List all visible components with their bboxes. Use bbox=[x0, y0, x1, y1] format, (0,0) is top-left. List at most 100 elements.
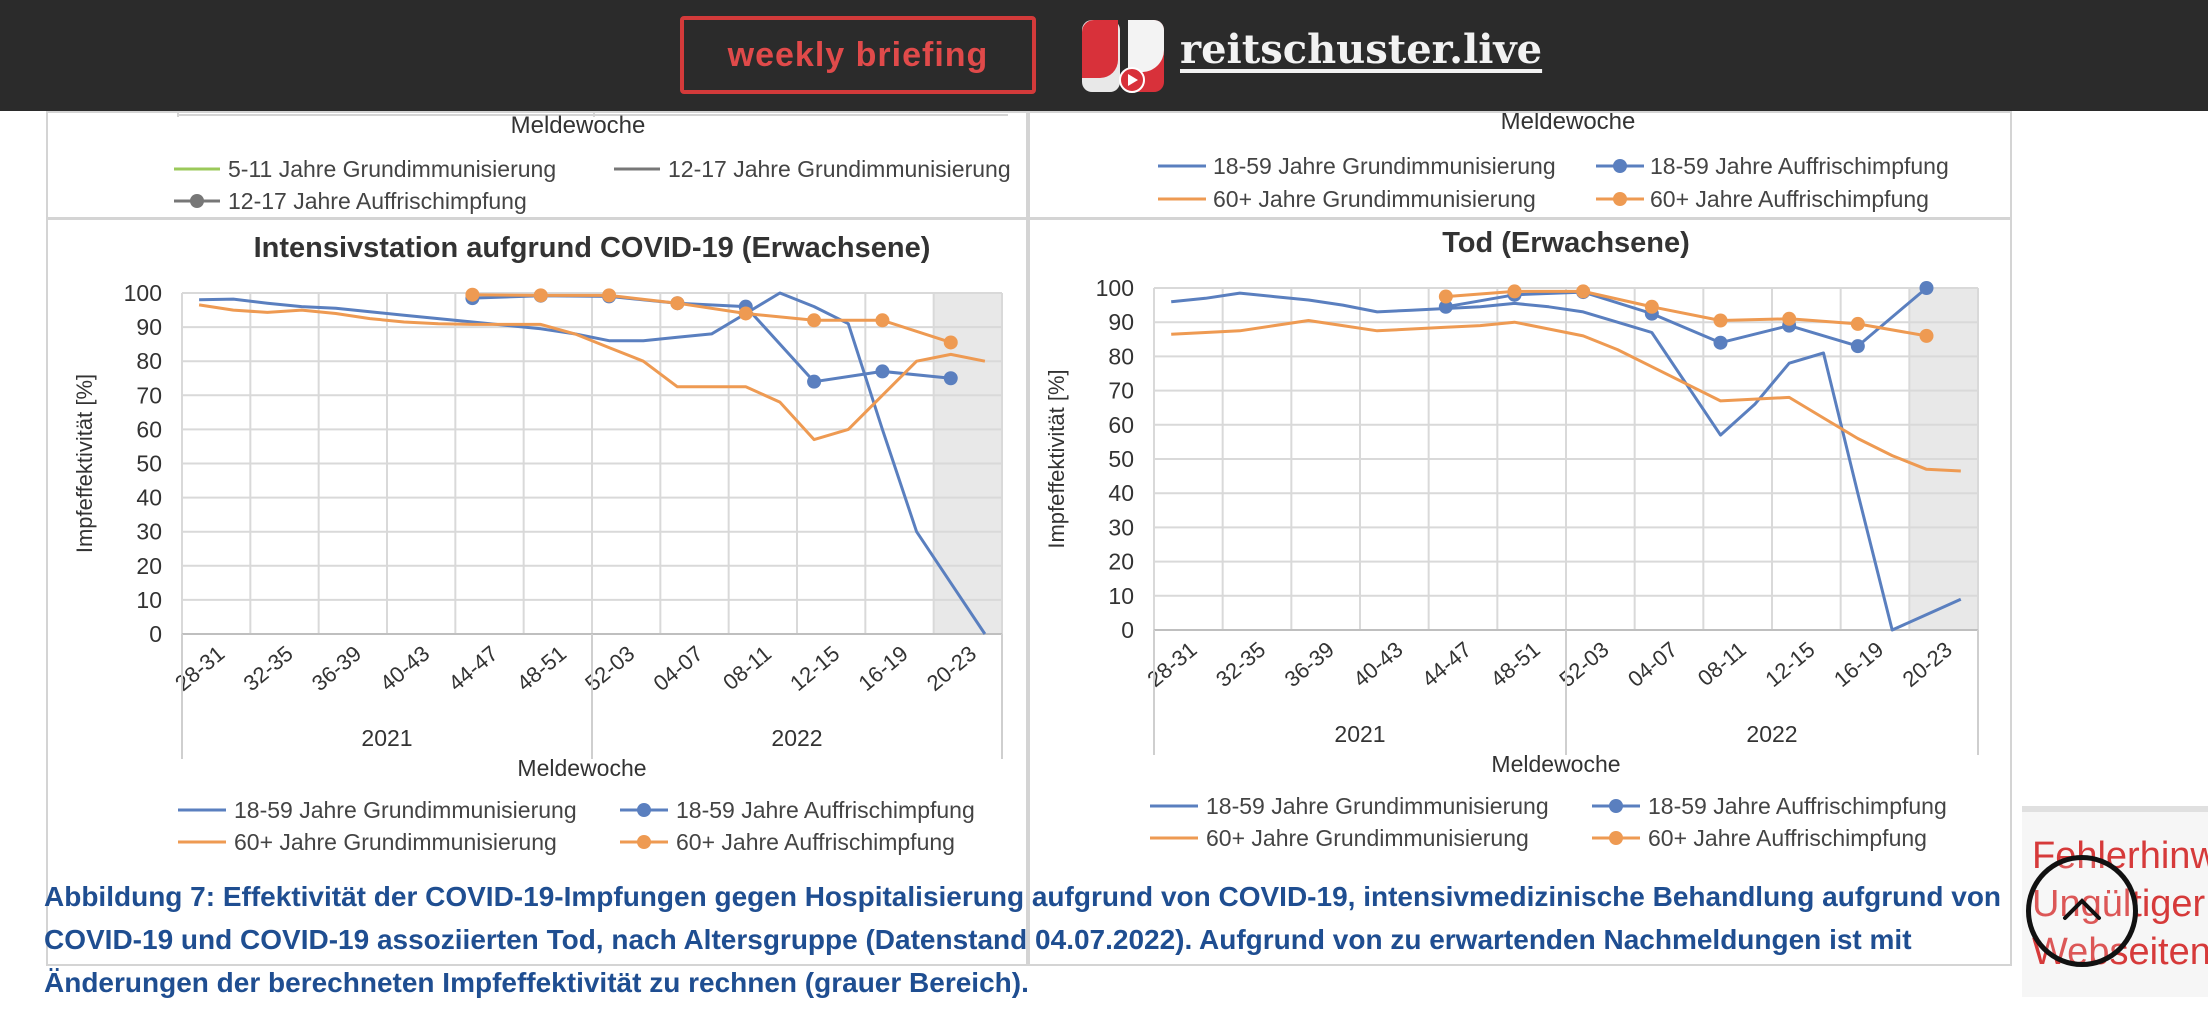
data-point bbox=[1919, 328, 1934, 343]
top-bar: weekly briefing reitschuster.live bbox=[0, 0, 2208, 111]
legend-label: 60+ Jahre Grundimmunisierung bbox=[1206, 825, 1529, 851]
x-tick-label: 16-19 bbox=[854, 641, 913, 696]
legend-label: 60+ Jahre Auffrischimpfung bbox=[1648, 825, 1927, 851]
y-tick-label: 10 bbox=[136, 587, 162, 613]
series-line-1 bbox=[199, 291, 987, 635]
y-tick-label: 50 bbox=[1108, 446, 1134, 472]
legend-marker bbox=[1609, 831, 1623, 845]
x-tick-label: 04-07 bbox=[649, 641, 708, 696]
y-tick-label: 20 bbox=[136, 553, 162, 579]
data-point bbox=[943, 371, 958, 386]
x-tick-label: 48-51 bbox=[1486, 637, 1545, 692]
y-tick-label: 30 bbox=[136, 519, 162, 545]
chart-panel-death: 0 10 20 30 40 50 60 70 80 90 100 Tod (Erwachsene) Im… bbox=[1028, 218, 2012, 966]
chart-title: Tod (Erwachsene) bbox=[1442, 227, 1690, 259]
top-right-legend-3: 60+ Jahre Grundimmunisierung bbox=[1213, 186, 1536, 212]
chart-panel-icu: 0 10 20 30 40 50 60 70 80 90 100 Intensivstation au… bbox=[46, 218, 1028, 966]
top-right-legend-1: 18-59 Jahre Grundimmunisierung bbox=[1213, 153, 1556, 179]
y-tick-label: 0 bbox=[149, 621, 162, 647]
data-point bbox=[1713, 313, 1728, 328]
series-line-3 bbox=[198, 303, 986, 442]
legend-label: 18-59 Jahre Auffrischimpfung bbox=[1648, 793, 1947, 819]
data-point bbox=[1919, 281, 1934, 295]
top-left-xlabel: Meldewoche bbox=[511, 113, 646, 139]
top-left-partial-panel: Meldewoche 5-11 Jahre Grundimmunisierung… bbox=[46, 111, 1028, 219]
top-right-legend-4: 60+ Jahre Auffrischimpfung bbox=[1650, 186, 1929, 212]
chevron-up-icon bbox=[2063, 898, 2101, 920]
chart-title: Intensivstation aufgrund COVID-19 (Erwac… bbox=[254, 232, 931, 264]
y-tick-label: 40 bbox=[1108, 480, 1134, 506]
data-point bbox=[1438, 299, 1453, 314]
x-tick-label: 08-11 bbox=[1693, 637, 1751, 691]
data-point bbox=[533, 288, 548, 303]
y-tick-label: 100 bbox=[124, 280, 162, 306]
data-point bbox=[1713, 335, 1728, 350]
chart-death: 0 10 20 30 40 50 60 70 80 90 100 Tod (Erwachsene) Im… bbox=[1044, 227, 1979, 851]
data-point bbox=[943, 335, 958, 350]
x-axis-label: Meldewoche bbox=[517, 755, 646, 781]
x-tick-label: 52-03 bbox=[580, 641, 639, 696]
top-left-legend-3: 12-17 Jahre Auffrischimpfung bbox=[228, 188, 527, 214]
y-tick-label: 80 bbox=[136, 348, 162, 374]
top-left-partial-svg: Meldewoche 5-11 Jahre Grundimmunisierung… bbox=[174, 112, 1011, 214]
y-tick-label: 60 bbox=[136, 416, 162, 442]
legend-marker bbox=[637, 803, 651, 817]
y-axis-label: Impfeffektivität [%] bbox=[1044, 369, 1069, 548]
y-tick-label: 90 bbox=[136, 314, 162, 340]
legend-marker-gray bbox=[190, 194, 204, 208]
x-tick-label: 12-15 bbox=[785, 641, 844, 696]
data-point bbox=[1850, 316, 1865, 331]
x-tick-label: 28-31 bbox=[1142, 637, 1201, 692]
data-point bbox=[1644, 299, 1659, 314]
series-line-2 bbox=[1445, 286, 1928, 348]
x-tick-label: 16-19 bbox=[1829, 637, 1888, 692]
y-tick-label: 70 bbox=[1108, 378, 1134, 404]
y-axis-label: Impfeffektivität [%] bbox=[72, 374, 97, 553]
data-point bbox=[670, 296, 685, 311]
x-tick-label: 36-39 bbox=[307, 641, 366, 696]
site-name[interactable]: reitschuster.live bbox=[1180, 26, 1543, 73]
y-tick-label: 30 bbox=[1108, 514, 1134, 540]
x-tick-label: 44-47 bbox=[1417, 637, 1476, 692]
data-point bbox=[1782, 311, 1797, 326]
x-tick-label: 40-43 bbox=[375, 641, 434, 696]
scroll-to-top-button[interactable] bbox=[2026, 855, 2138, 967]
y-tick-label: 20 bbox=[1108, 549, 1134, 575]
x-tick-label: 20-23 bbox=[922, 641, 981, 696]
top-right-partial-panel: Meldewoche 18-59 Jahre Grundimmunisierun… bbox=[1028, 108, 2012, 219]
y-tick-label: 60 bbox=[1108, 412, 1134, 438]
top-right-partial-svg: Meldewoche 18-59 Jahre Grundimmunisierun… bbox=[1158, 108, 1949, 212]
y-tick-label: 10 bbox=[1108, 583, 1134, 609]
top-right-legend-2: 18-59 Jahre Auffrischimpfung bbox=[1650, 153, 1949, 179]
legend-label: 18-59 Jahre Grundimmunisierung bbox=[234, 797, 577, 823]
top-left-legend-2: 12-17 Jahre Grundimmunisierung bbox=[668, 156, 1011, 182]
y-tick-label: 40 bbox=[136, 485, 162, 511]
top-right-xlabel: Meldewoche bbox=[1501, 113, 1636, 135]
data-point bbox=[738, 306, 753, 321]
top-left-legend-1: 5-11 Jahre Grundimmunisierung bbox=[228, 156, 556, 182]
weekly-briefing-button[interactable]: weekly briefing bbox=[680, 16, 1036, 94]
series-line-3 bbox=[1171, 319, 1961, 473]
data-point bbox=[875, 364, 890, 379]
data-point bbox=[1507, 284, 1522, 299]
legend-marker bbox=[1609, 799, 1623, 813]
x-tick-label: 40-43 bbox=[1348, 637, 1407, 692]
data-point bbox=[807, 374, 822, 389]
x-tick-label: 32-35 bbox=[1211, 637, 1270, 692]
series-line-1 bbox=[1171, 291, 1962, 632]
x-tick-label: 20-23 bbox=[1898, 637, 1957, 692]
data-point bbox=[875, 313, 890, 328]
x-tick-label: 28-31 bbox=[170, 641, 229, 696]
y-tick-label: 100 bbox=[1096, 275, 1134, 301]
x-tick-label: 44-47 bbox=[444, 641, 503, 696]
year-label: 2021 bbox=[1334, 721, 1385, 747]
x-tick-label: 08-11 bbox=[718, 641, 776, 695]
x-tick-label: 12-15 bbox=[1760, 637, 1819, 692]
data-point bbox=[807, 313, 822, 328]
legend-label: 60+ Jahre Auffrischimpfung bbox=[676, 829, 955, 855]
site-logo-icon[interactable] bbox=[1080, 18, 1166, 94]
chart-icu: 0 10 20 30 40 50 60 70 80 90 100 Intensivstation au… bbox=[72, 232, 1003, 855]
y-tick-label: 80 bbox=[1108, 343, 1134, 369]
data-point bbox=[602, 288, 617, 303]
y-tick-label: 90 bbox=[1108, 309, 1134, 335]
